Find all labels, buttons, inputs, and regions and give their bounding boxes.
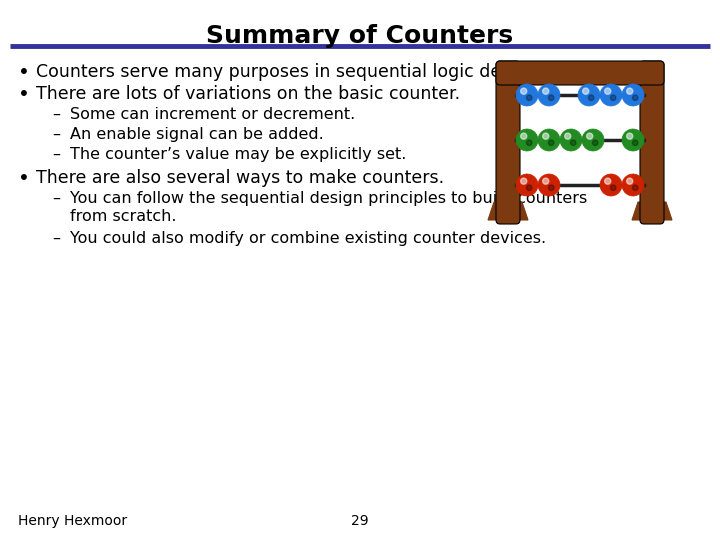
Circle shape [549,140,554,145]
Circle shape [632,95,638,100]
Text: There are lots of variations on the basic counter.: There are lots of variations on the basi… [36,85,460,103]
Circle shape [570,140,576,145]
Polygon shape [488,202,528,220]
Circle shape [582,88,589,94]
Circle shape [538,84,560,106]
Circle shape [516,129,538,151]
Circle shape [549,185,554,191]
Text: •: • [18,63,30,82]
Text: from scratch.: from scratch. [70,209,176,224]
FancyBboxPatch shape [496,61,520,224]
Circle shape [593,140,598,145]
Text: –: – [52,147,60,162]
Circle shape [516,84,538,106]
Text: You can follow the sequential design principles to build counters: You can follow the sequential design pri… [70,191,588,206]
Circle shape [526,95,532,100]
Circle shape [622,84,644,106]
Circle shape [611,95,616,100]
Circle shape [521,88,527,94]
Text: –: – [52,127,60,142]
Circle shape [526,140,532,145]
Text: Henry Hexmoor: Henry Hexmoor [18,514,127,528]
Circle shape [521,133,527,139]
Circle shape [632,140,638,145]
Circle shape [526,185,532,191]
Circle shape [611,185,616,191]
Circle shape [543,178,549,184]
Circle shape [516,174,538,196]
Text: –: – [52,107,60,122]
Text: The counter’s value may be explicitly set.: The counter’s value may be explicitly se… [70,147,406,162]
Circle shape [564,133,571,139]
Text: Some can increment or decrement.: Some can increment or decrement. [70,107,355,122]
Text: There are also several ways to make counters.: There are also several ways to make coun… [36,169,444,187]
Text: •: • [18,169,30,188]
Circle shape [588,95,594,100]
Circle shape [622,174,644,196]
Circle shape [538,174,560,196]
Circle shape [626,88,633,94]
Circle shape [560,129,582,151]
Circle shape [538,129,560,151]
Circle shape [587,133,593,139]
Text: 29: 29 [351,514,369,528]
Polygon shape [632,202,672,220]
Circle shape [578,84,600,106]
Circle shape [605,178,611,184]
Text: Counters serve many purposes in sequential logic design.: Counters serve many purposes in sequenti… [36,63,543,81]
Circle shape [626,133,633,139]
Circle shape [632,185,638,191]
FancyBboxPatch shape [496,61,664,85]
Circle shape [543,88,549,94]
Circle shape [600,84,622,106]
Circle shape [549,95,554,100]
Circle shape [605,88,611,94]
Text: –: – [52,191,60,206]
Circle shape [543,133,549,139]
Circle shape [626,178,633,184]
Text: You could also modify or combine existing counter devices.: You could also modify or combine existin… [70,231,546,246]
Text: •: • [18,85,30,104]
Text: Summary of Counters: Summary of Counters [207,24,513,48]
Circle shape [600,174,622,196]
Circle shape [622,129,644,151]
FancyBboxPatch shape [640,61,664,224]
Text: –: – [52,231,60,246]
Text: An enable signal can be added.: An enable signal can be added. [70,127,324,142]
Circle shape [582,129,604,151]
Circle shape [521,178,527,184]
